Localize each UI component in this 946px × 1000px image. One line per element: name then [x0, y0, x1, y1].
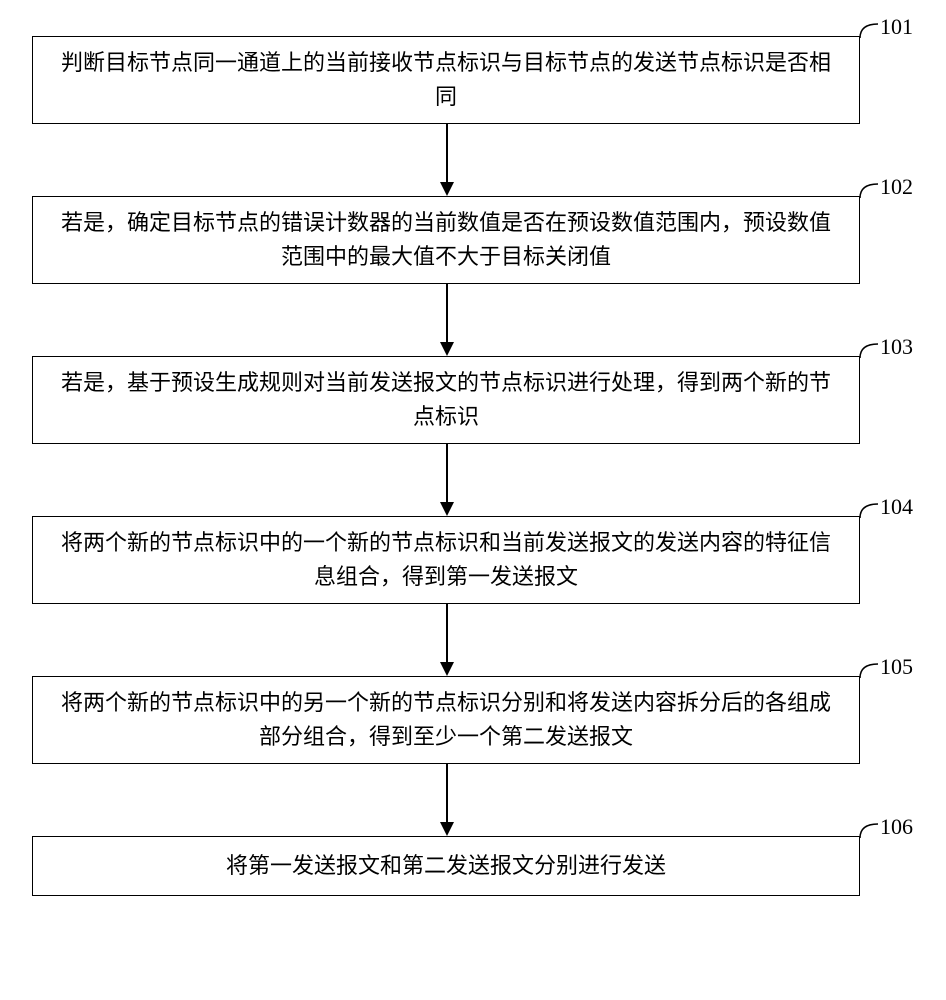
node-label-n104: 104	[880, 494, 913, 520]
arrow-line-3	[446, 604, 448, 662]
flowchart-node-n103: 若是，基于预设生成规则对当前发送报文的节点标识进行处理，得到两个新的节点标识	[32, 356, 860, 444]
label-curve-3	[858, 498, 882, 522]
flowchart-container: 判断目标节点同一通道上的当前接收节点标识与目标节点的发送节点标识是否相同 101 若…	[0, 0, 946, 1000]
node-label-n102: 102	[880, 174, 913, 200]
label-curve-4	[858, 658, 882, 682]
node-label-n103: 103	[880, 334, 913, 360]
arrow-head-1	[440, 342, 454, 356]
flowchart-node-n102: 若是，确定目标节点的错误计数器的当前数值是否在预设数值范围内，预设数值范围中的最…	[32, 196, 860, 284]
label-curve-1	[858, 178, 882, 202]
flowchart-node-n101: 判断目标节点同一通道上的当前接收节点标识与目标节点的发送节点标识是否相同	[32, 36, 860, 124]
flowchart-node-n105: 将两个新的节点标识中的另一个新的节点标识分别和将发送内容拆分后的各组成部分组合，…	[32, 676, 860, 764]
node-label-n106: 106	[880, 814, 913, 840]
arrow-head-4	[440, 822, 454, 836]
flowchart-node-n104: 将两个新的节点标识中的一个新的节点标识和当前发送报文的发送内容的特征信息组合，得…	[32, 516, 860, 604]
arrow-line-0	[446, 124, 448, 182]
arrow-line-1	[446, 284, 448, 342]
flowchart-node-n106: 将第一发送报文和第二发送报文分别进行发送	[32, 836, 860, 896]
label-curve-2	[858, 338, 882, 362]
arrow-head-0	[440, 182, 454, 196]
arrow-head-3	[440, 662, 454, 676]
arrow-line-2	[446, 444, 448, 502]
arrow-head-2	[440, 502, 454, 516]
node-label-n101: 101	[880, 14, 913, 40]
label-curve-5	[858, 818, 882, 842]
arrow-line-4	[446, 764, 448, 822]
node-label-n105: 105	[880, 654, 913, 680]
label-curve-0	[858, 18, 882, 42]
